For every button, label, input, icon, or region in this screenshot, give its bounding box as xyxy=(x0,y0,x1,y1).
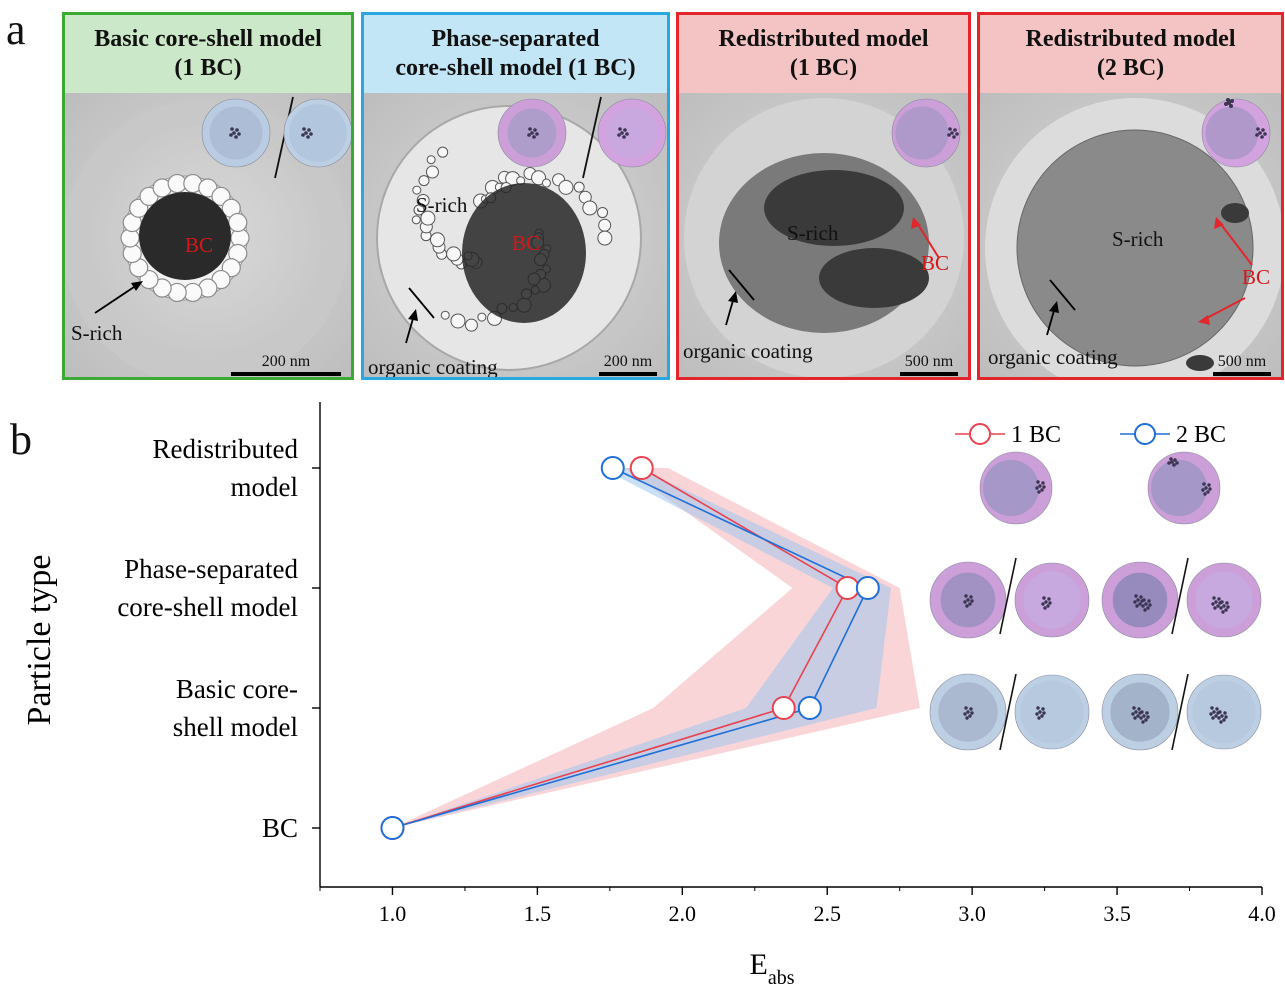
data-point xyxy=(380,816,405,840)
y-category-label: BC xyxy=(262,813,298,843)
scale-bar-label: 500 nm xyxy=(904,353,954,370)
x-tick-label: 2.0 xyxy=(669,901,697,926)
data-point xyxy=(771,696,796,720)
tem-panel-title: Redistributed model (1 BC) xyxy=(679,15,968,93)
tem-label-bc: BC xyxy=(921,251,950,275)
tem-panel-title-line1: Basic core-shell model xyxy=(94,26,322,53)
eabs-chart: 1.0 1.5 2.0 2.5 3.0 3.5 4.0 BC Basic core-shell … xyxy=(0,392,1285,991)
tem-micrograph: BC S-rich 200 nm xyxy=(65,93,351,377)
divider-line xyxy=(999,557,1017,635)
tem-panel-title: Redistributed model (2 BC) xyxy=(980,15,1281,93)
tem-label-s-rich: S-rich xyxy=(416,193,468,217)
tem-panel-title-line2: (2 BC) xyxy=(1096,55,1165,81)
particle-schematic-icon xyxy=(1014,674,1090,750)
y-category-label: Redistributed xyxy=(153,434,299,464)
particle-schematic-icon xyxy=(929,561,1007,639)
particle-schematic-icon xyxy=(1186,562,1262,638)
tem-label-bc: BC xyxy=(1242,265,1271,289)
scale-bar xyxy=(1213,372,1271,376)
scale-bar xyxy=(900,372,958,376)
y-category-label-line2: core-shell model xyxy=(117,592,298,622)
x-tick-label: 3.5 xyxy=(1103,901,1131,926)
x-tick-label: 2.5 xyxy=(813,901,841,926)
schematic-sphere-icon xyxy=(497,98,567,168)
divider-line xyxy=(999,673,1017,751)
scale-bar xyxy=(231,372,341,376)
legend-label: 2 BC xyxy=(1176,422,1226,448)
tem-panel-2: Phase-separated core-shell model (1 BC) S-… xyxy=(361,12,670,380)
tem-panel-title-line2: (1 BC) xyxy=(174,55,242,81)
divider-line xyxy=(1171,673,1189,751)
scale-bar xyxy=(599,372,657,376)
scale-bar-label: 200 nm xyxy=(261,353,311,370)
tem-label-coating: organic coating xyxy=(683,339,813,363)
panel-a-letter: a xyxy=(6,5,26,54)
tem-micrograph: S-rich BC organic coating 200 nm xyxy=(364,93,667,377)
x-tick-label: 1.5 xyxy=(524,901,552,926)
x-axis-title: Eabs xyxy=(750,948,795,989)
schematic-sphere-icon xyxy=(283,98,351,168)
tem-panel-title: Phase-separated core-shell model (1 BC) xyxy=(364,15,667,93)
scale-bar-label: 200 nm xyxy=(603,353,653,370)
particle-schematic-icon xyxy=(1014,562,1090,638)
tem-label-s-rich: S-rich xyxy=(1112,227,1164,251)
tem-label-s-rich: S-rich xyxy=(787,221,839,245)
tem-label-coating: organic coating xyxy=(368,355,498,379)
tem-label-coating: organic coating xyxy=(988,345,1118,369)
particle-schematic-icon xyxy=(929,673,1007,751)
legend-marker xyxy=(969,423,991,445)
data-point xyxy=(835,576,860,600)
y-category-label-line2: model xyxy=(231,472,299,502)
schematic-sphere-icon xyxy=(891,98,961,168)
tem-panel-4: Redistributed model (2 BC) S-rich BC organic… xyxy=(977,12,1284,380)
tem-micrograph: S-rich BC organic coating 500 nm xyxy=(679,93,968,377)
y-category-label: Phase-separated xyxy=(124,554,298,584)
x-tick-label: 4.0 xyxy=(1248,901,1276,926)
tem-panel-3: Redistributed model (1 BC) S-rich BC organic… xyxy=(676,12,971,380)
series-line-1 xyxy=(392,467,849,829)
x-tick-label: 1.0 xyxy=(379,901,407,926)
data-point xyxy=(600,456,625,480)
tem-label-bc: BC xyxy=(512,231,541,255)
eabs-chart-svg: 1.0 1.5 2.0 2.5 3.0 3.5 4.0 BC Basic core-shell … xyxy=(21,402,1276,989)
particle-schematic-icon xyxy=(1101,673,1179,751)
panel-b-letter: b xyxy=(10,415,32,464)
schematic-sphere-icon xyxy=(201,98,271,168)
tem-panel-title-line2: (1 BC) xyxy=(789,55,858,81)
data-point xyxy=(855,576,880,600)
tem-label-s-rich: S-rich xyxy=(71,321,123,345)
particle-schematic-icon xyxy=(1147,451,1221,525)
bc-cluster-icon xyxy=(1167,457,1179,467)
legend-label: 1 BC xyxy=(1011,422,1061,448)
tem-panel-1: Basic core-shell model (1 BC) BC S-rich 200 … xyxy=(62,12,354,380)
tem-panel-title-line1: Redistributed model xyxy=(718,26,929,53)
y-category-label-line2: shell model xyxy=(173,712,298,742)
y-category-label: Basic core- xyxy=(176,674,298,704)
schematic-sphere-icon xyxy=(597,98,667,168)
x-axis-title-subscript: abs xyxy=(768,967,795,989)
tem-label-bc: BC xyxy=(185,233,214,257)
particle-schematic-icon xyxy=(1186,674,1262,750)
y-axis-title: Particle type xyxy=(21,555,58,726)
divider-line xyxy=(1171,557,1189,635)
series-line-2 xyxy=(392,467,869,829)
tem-panel-title: Basic core-shell model (1 BC) xyxy=(65,15,351,93)
data-point xyxy=(797,696,822,720)
tem-panel-title-line1: Redistributed model xyxy=(1025,26,1236,53)
scale-bar-label: 500 nm xyxy=(1217,353,1267,370)
x-tick-label: 3.0 xyxy=(958,901,986,926)
particle-schematic-icon xyxy=(1101,561,1179,639)
tem-panel-title-line2: core-shell model (1 BC) xyxy=(395,55,636,81)
tem-micrograph: S-rich BC organic coating 500 nm xyxy=(980,93,1281,377)
bc-cluster-icon xyxy=(1224,98,1234,108)
schematic-sphere-icon xyxy=(1201,98,1271,168)
legend-marker xyxy=(1134,423,1156,445)
data-point xyxy=(629,456,654,480)
particle-schematic-icon xyxy=(979,451,1053,525)
tem-panel-title-line1: Phase-separated xyxy=(431,26,600,53)
